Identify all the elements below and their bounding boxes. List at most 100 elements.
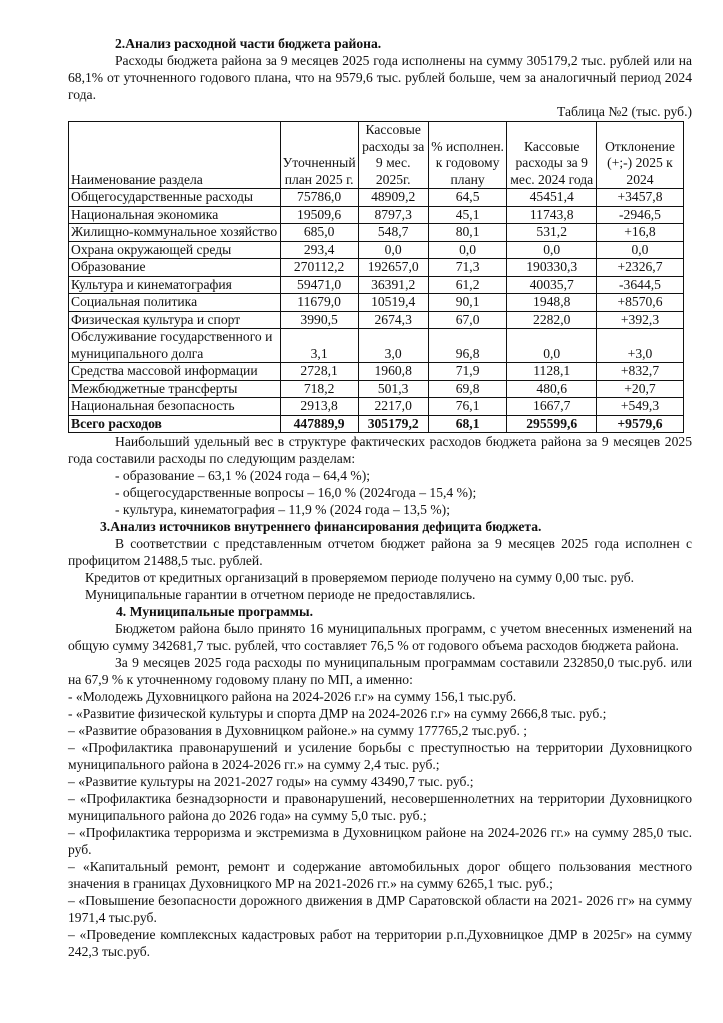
value-cell: +20,7	[595, 379, 685, 398]
value-cell: 3990,5	[279, 310, 359, 329]
program-item: – «Развитие культуры на 2021-2027 годы» …	[68, 774, 474, 789]
value-cell: 531,2	[506, 223, 597, 242]
table-row: Общегосударственные расходы 75786,0 48909,…	[68, 188, 685, 207]
value-cell: 80,1	[427, 223, 508, 242]
share-item: - культура, кинематография – 11,9 % (202…	[115, 502, 450, 517]
row-label: Социальная политика	[68, 293, 281, 312]
value-cell: 71,9	[427, 362, 508, 381]
table-header-row: Наименование раздела Уточненный план 202…	[68, 121, 685, 189]
value-cell: 0,0	[357, 240, 429, 259]
value-cell: -3644,5	[595, 275, 685, 294]
value-cell: 1667,7	[506, 397, 597, 416]
row-label: Образование	[68, 258, 281, 277]
table-total-row: Всего расходов 447889,9 305179,2 68,1 295599…	[68, 414, 685, 433]
row-label: Общегосударственные расходы	[68, 188, 281, 207]
value-cell: 90,1	[427, 293, 508, 312]
header-cell: Кассовые расходы за 9 мес. 2025г.	[357, 121, 429, 189]
section-2-paragraph: Расходы бюджета района за 9 месяцев 2025…	[68, 53, 692, 102]
table-row: Национальная экономика 19509,6 8797,3 45,1 1…	[68, 205, 685, 224]
value-cell: 2217,0	[357, 397, 429, 416]
value-cell: 501,3	[357, 379, 429, 398]
value-cell: 305179,2	[357, 414, 429, 433]
row-label: Физическая культура и спорт	[68, 310, 281, 329]
value-cell: +8570,6	[595, 293, 685, 312]
header-cell: Уточненный план 2025 г.	[279, 121, 359, 189]
value-cell: 68,1	[427, 414, 508, 433]
row-label: Средства массовой информации	[68, 362, 281, 381]
table-row: Межбюджетные трансферты 718,2 501,3 69,8 480…	[68, 379, 685, 398]
value-cell: 1948,8	[506, 293, 597, 312]
value-cell: 293,4	[279, 240, 359, 259]
section-3-title: 3.Анализ источников внутреннего финансир…	[100, 519, 542, 534]
program-item: – «Повышение безопасности дорожного движ…	[68, 893, 692, 925]
value-cell: 2282,0	[506, 310, 597, 329]
programs-list: - «Молодежь Духовницкого района на 2024-…	[68, 688, 692, 960]
table-row: Национальная безопасность 2913,8 2217,0 76,…	[68, 397, 685, 416]
value-cell: 718,2	[279, 379, 359, 398]
header-cell: Наименование раздела	[68, 121, 281, 189]
value-cell: 45,1	[427, 205, 508, 224]
value-cell: +16,8	[595, 223, 685, 242]
value-cell: 685,0	[279, 223, 359, 242]
value-cell: 19509,6	[279, 205, 359, 224]
program-item: – «Капитальный ремонт, ремонт и содержан…	[68, 859, 692, 891]
value-cell: -2946,5	[595, 205, 685, 224]
value-cell: 75786,0	[279, 188, 359, 207]
share-item: - образование – 63,1 % (2024 года – 64,4…	[115, 468, 371, 483]
value-cell: 61,2	[427, 275, 508, 294]
value-cell: +2326,7	[595, 258, 685, 277]
value-cell: 1960,8	[357, 362, 429, 381]
value-cell: 67,0	[427, 310, 508, 329]
value-cell: 295599,6	[506, 414, 597, 433]
value-cell: 10519,4	[357, 293, 429, 312]
table-caption: Таблица №2 (тыс. руб.)	[556, 104, 692, 119]
program-item: - «Молодежь Духовницкого района на 2024-…	[68, 689, 517, 704]
value-cell: 36391,2	[357, 275, 429, 294]
row-label: Национальная экономика	[68, 205, 281, 224]
value-cell: 0,0	[506, 240, 597, 259]
value-cell: 2728,1	[279, 362, 359, 381]
value-cell: 447889,9	[279, 414, 359, 433]
value-cell: 3,1	[279, 328, 359, 363]
header-cell: Отклонение (+;-) 2025 к 2024	[595, 121, 685, 189]
value-cell: 45451,4	[506, 188, 597, 207]
value-cell: +3457,8	[595, 188, 685, 207]
value-cell: 40035,7	[506, 275, 597, 294]
section-4-paragraph: За 9 месяцев 2025 года расходы по муници…	[68, 655, 692, 687]
value-cell: +9579,6	[595, 414, 685, 433]
expenses-table: Наименование раздела Уточненный план 202…	[68, 121, 685, 433]
program-item: - «Развитие физической культуры и спорта…	[68, 706, 607, 721]
value-cell: 190330,3	[506, 258, 597, 277]
table-row: Образование 270112,2 192657,0 71,3 190330,3 +…	[68, 258, 685, 277]
value-cell: 11679,0	[279, 293, 359, 312]
value-cell: 548,7	[357, 223, 429, 242]
value-cell: 192657,0	[357, 258, 429, 277]
value-cell: 480,6	[506, 379, 597, 398]
program-item: – «Профилактика терроризма и экстремизма…	[68, 825, 692, 857]
value-cell: 1128,1	[506, 362, 597, 381]
row-label: Национальная безопасность	[68, 397, 281, 416]
table-row: Обслуживание государственного и муниципа…	[68, 328, 685, 363]
table-row: Охрана окружающей среды 293,4 0,0 0,0 0,0 0,0	[68, 240, 685, 259]
value-cell: 0,0	[506, 328, 597, 363]
program-item: – «Профилактика безнадзорности и правона…	[68, 791, 692, 823]
row-label: Межбюджетные трансферты	[68, 379, 281, 398]
section-3-paragraph: Муниципальные гарантии в отчетном период…	[85, 587, 476, 602]
value-cell: +3,0	[595, 328, 685, 363]
document-page: 2.Анализ расходной части бюджета района.…	[68, 35, 692, 960]
value-cell: +392,3	[595, 310, 685, 329]
table-row: Культура и кинематография 59471,0 36391,2 6…	[68, 275, 685, 294]
value-cell: 64,5	[427, 188, 508, 207]
header-cell: Кассовые расходы за 9 мес. 2024 года	[506, 121, 597, 189]
program-item: – «Профилактика правонарушений и усилени…	[68, 740, 692, 772]
value-cell: 48909,2	[357, 188, 429, 207]
section-3-paragraph: В соответствии с представленным отчетом …	[68, 536, 692, 568]
row-label: Всего расходов	[68, 414, 281, 433]
value-cell: 11743,8	[506, 205, 597, 224]
value-cell: 8797,3	[357, 205, 429, 224]
program-item: – «Развитие образования в Духовницком ра…	[68, 723, 528, 738]
value-cell: 0,0	[427, 240, 508, 259]
table-row: Социальная политика 11679,0 10519,4 90,1 194…	[68, 293, 685, 312]
section-4-paragraph: Бюджетом района было принято 16 муниципа…	[68, 621, 692, 653]
value-cell: 96,8	[427, 328, 508, 363]
